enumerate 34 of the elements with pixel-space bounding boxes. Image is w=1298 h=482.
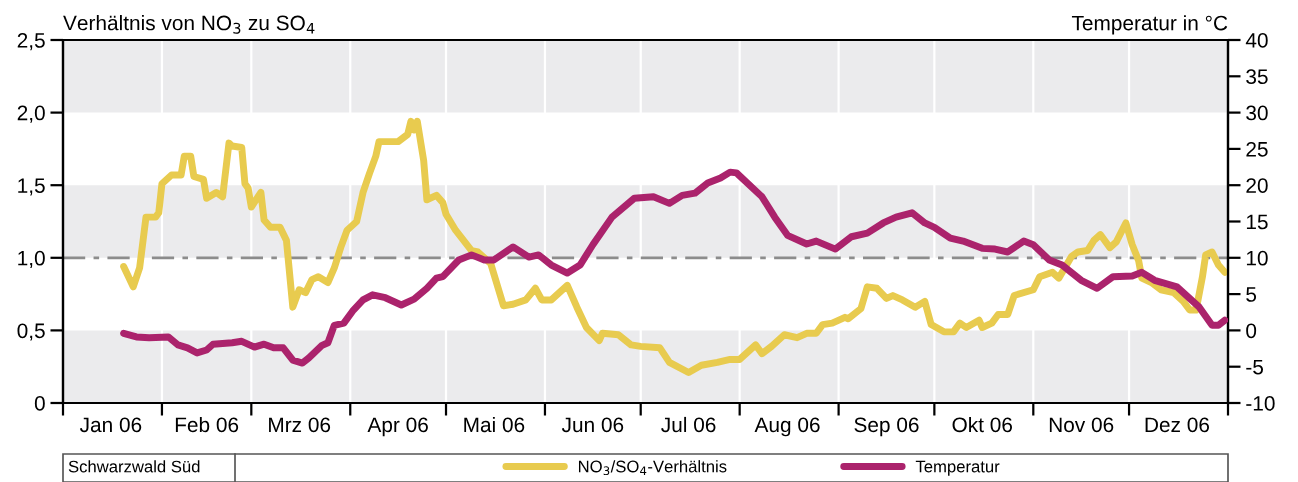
x-tick-label: Mrz 06: [269, 417, 331, 433]
y2-tick-label: 15: [1246, 214, 1268, 230]
y-axis-title: Verhältnis von NO$_{3}$ zu SO$_{4}$: [63, 15, 315, 34]
y2-tick-label: 20: [1246, 178, 1268, 193]
y2-tick-label: 40: [1245, 33, 1268, 48]
x-tick-label: Jan 06: [79, 417, 142, 433]
y2-tick-label: -5: [1246, 359, 1264, 375]
text: Schwarzwald Süd: [68, 460, 200, 473]
y-tick-label: 0: [34, 396, 45, 411]
y2-tick-label: 5: [1246, 287, 1257, 302]
y-tick-label: 2,5: [17, 33, 45, 51]
y-tick-label: 1,0: [18, 250, 45, 269]
y2-axis-title: Temperatur in °C: [1071, 15, 1228, 35]
y2-tick-label: 0: [1246, 323, 1257, 339]
x-tick-label: Okt 06: [952, 416, 1012, 433]
x-tick-label: Jun 06: [561, 417, 624, 433]
y2-tick-label: -10: [1246, 396, 1275, 411]
x-tick-label: Sep 06: [854, 417, 919, 437]
x-tick-label: Apr 06: [367, 417, 428, 437]
y-tick-label: 1,5: [18, 178, 45, 196]
y2-tick-label: 10: [1246, 250, 1268, 266]
y-tick-label: 2,0: [17, 105, 45, 123]
y2-tick-label: 30: [1246, 105, 1268, 121]
x-tick-label: Feb 06: [175, 416, 239, 433]
x-tick-label: Jul 06: [661, 416, 716, 433]
y2-tick-label: 35: [1246, 69, 1268, 85]
x-tick-label: Dez 06: [1145, 417, 1210, 433]
legend-label: Temperatur: [915, 460, 1000, 476]
x-tick-label: Mai 06: [464, 416, 525, 433]
x-tick-label: Nov 06: [1049, 417, 1114, 433]
y2-tick-label: 25: [1246, 141, 1268, 157]
y-tick-label: 0,5: [17, 323, 45, 341]
legend-label: NO$_{3}$/SO$_{4}$-Verhältnis: [578, 460, 727, 476]
x-tick-label: Aug 06: [754, 417, 820, 437]
